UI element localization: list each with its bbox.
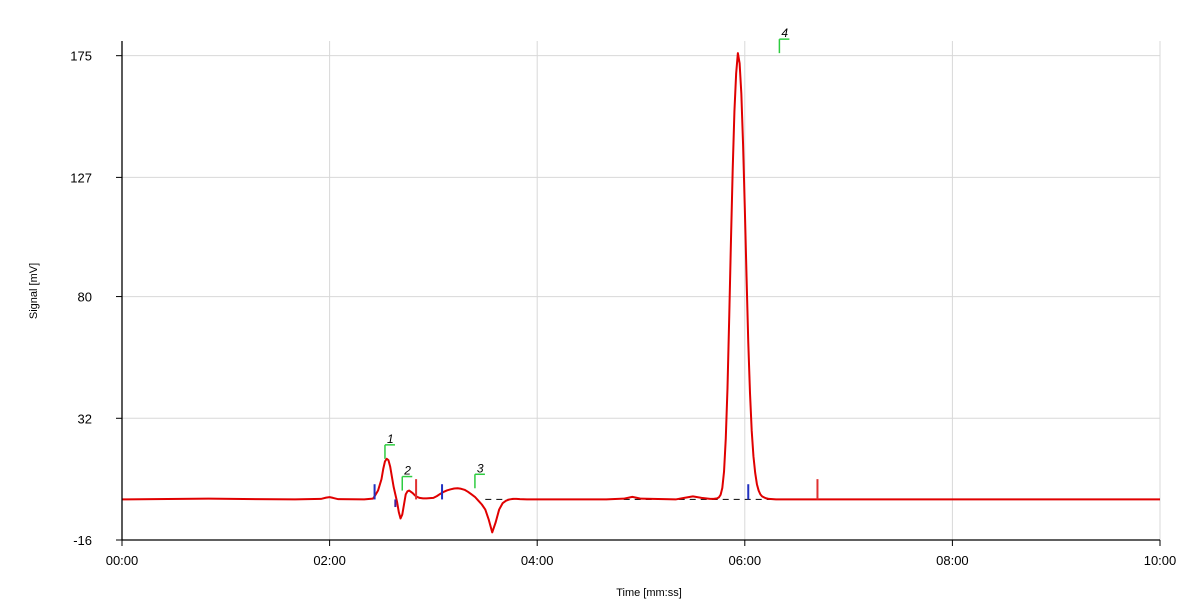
y-tick-label: 80 [78,290,92,305]
y-tick-label: 175 [70,49,92,64]
x-tick-label: 02:00 [313,553,346,568]
y-axis-title: Signal [mV] [28,263,40,319]
y-tick-label: -16 [73,533,92,548]
x-tick-label: 06:00 [729,553,762,568]
x-tick-label: 08:00 [936,553,969,568]
grid [122,41,1161,540]
signal-line [121,52,1160,534]
axes [116,41,1161,546]
peak-label: 4 [781,26,788,40]
x-tick-label: 00:00 [106,553,139,568]
x-axis-title: Time [mm:ss] [616,587,682,599]
x-tick-label: 04:00 [521,553,554,568]
y-tick-label: 127 [70,170,92,185]
x-tick-labels: 00:00 02:00 04:00 06:00 08:00 10:00 [106,553,1177,568]
y-tick-labels: 175 127 80 32 -16 [70,49,92,548]
peak-label: 1 [387,432,394,446]
markers [373,479,819,508]
y-tick-label: 32 [78,411,92,426]
peak-label: 2 [403,464,411,478]
x-tick-label: 10:00 [1144,553,1177,568]
peak-annotations: 1 2 3 4 [384,26,790,491]
peak-label: 3 [477,461,484,475]
series [121,52,1160,534]
